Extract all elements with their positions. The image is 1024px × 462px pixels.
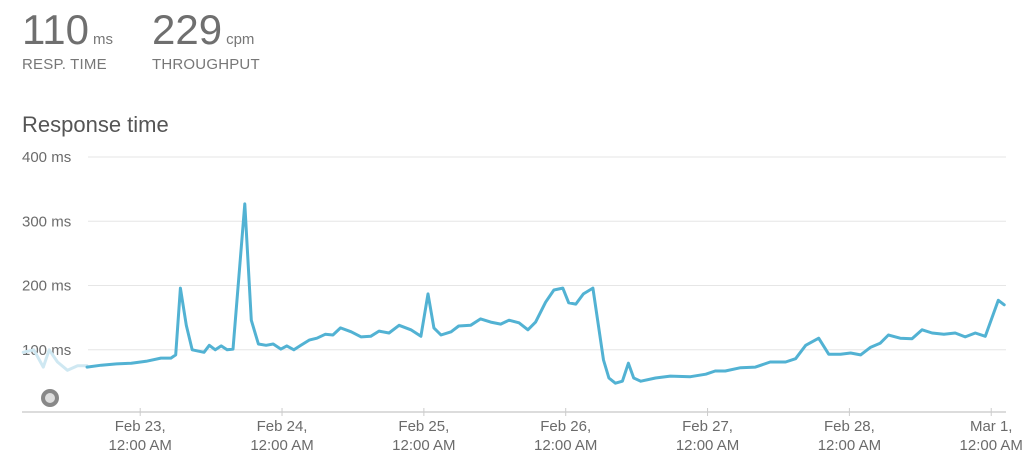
metric-label: THROUGHPUT bbox=[152, 56, 260, 73]
x-tick-label: Feb 24, 12:00 AM bbox=[250, 418, 313, 454]
y-tick-label: 100 ms bbox=[22, 342, 71, 359]
metric: 229 cpm THROUGHPUT bbox=[152, 6, 260, 73]
chart-title: Response time bbox=[22, 112, 169, 137]
x-tick-label: Feb 28, 12:00 AM bbox=[818, 418, 881, 454]
loading-icon-inner bbox=[45, 393, 55, 403]
x-tick-label: Feb 26, 12:00 AM bbox=[534, 418, 597, 454]
metric-value: 110 bbox=[22, 6, 89, 53]
metric-unit: cpm bbox=[226, 31, 255, 48]
y-tick-label: 400 ms bbox=[22, 149, 71, 166]
x-tick-label: Feb 27, 12:00 AM bbox=[676, 418, 739, 454]
line-series bbox=[85, 202, 1006, 385]
x-tick-label: Feb 25, 12:00 AM bbox=[392, 418, 455, 454]
y-tick-label: 200 ms bbox=[22, 278, 71, 295]
line-series bbox=[21, 348, 89, 372]
y-tick-label: 300 ms bbox=[22, 213, 71, 230]
metric-unit: ms bbox=[92, 31, 113, 48]
x-tick-label: Feb 23, 12:00 AM bbox=[109, 418, 172, 454]
metric: 110 ms RESP. TIME bbox=[22, 6, 113, 73]
metric-label: RESP. TIME bbox=[22, 56, 107, 73]
metric-value: 229 bbox=[152, 6, 223, 53]
x-tick-label: Mar 1, 12:00 AM bbox=[960, 418, 1023, 454]
